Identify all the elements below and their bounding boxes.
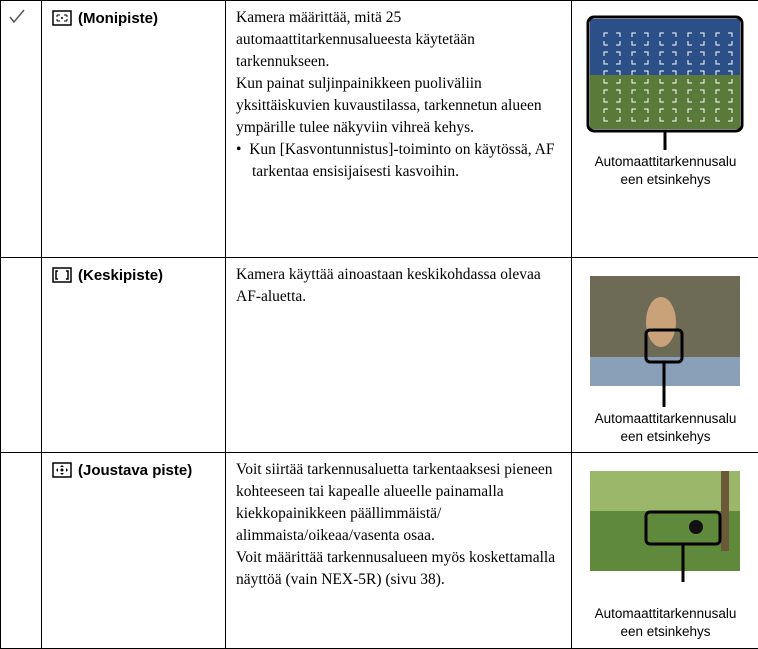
mode-name: (Keskipiste) bbox=[42, 258, 225, 285]
image-caption: Automaattitarkennusalu een etsinkehys bbox=[572, 153, 758, 189]
caption-line: Automaattitarkennusalu bbox=[594, 154, 737, 169]
mode-icon bbox=[52, 462, 72, 478]
check-icon bbox=[9, 9, 25, 24]
example-image bbox=[589, 276, 740, 407]
image-caption: Automaattitarkennusalu een etsinkehys bbox=[572, 605, 758, 641]
name-cell: (Joustava piste) bbox=[41, 452, 226, 649]
table-row: (Monipiste) Kamera määrittää, mitä 25 aut… bbox=[0, 0, 758, 258]
image-caption: Automaattitarkennusalu een etsinkehys bbox=[572, 410, 758, 446]
description-cell: Kamera käyttää ainoastaan keskikohdassa … bbox=[225, 257, 572, 453]
name-cell: (Monipiste) bbox=[41, 0, 226, 258]
caption-line: Automaattitarkennusalu bbox=[594, 606, 737, 621]
image-cell: Automaattitarkennusalu een etsinkehys bbox=[571, 0, 758, 258]
name-cell: (Keskipiste) bbox=[41, 257, 226, 453]
mode-label: (Monipiste) bbox=[78, 10, 158, 27]
mode-label: (Keskipiste) bbox=[78, 267, 164, 284]
paragraph: Voit siirtää tarkennusaluetta tarkentaak… bbox=[236, 461, 553, 544]
mode-icon bbox=[52, 10, 72, 26]
image-cell: Automaattitarkennusalu een etsinkehys bbox=[571, 452, 758, 649]
table-row: (Keskipiste) Kamera käyttää ainoastaan ke… bbox=[0, 257, 758, 453]
check-cell bbox=[0, 257, 42, 453]
image-cell: Automaattitarkennusalu een etsinkehys bbox=[571, 257, 758, 453]
description-cell: Kamera määrittää, mitä 25 automaattitark… bbox=[225, 0, 572, 258]
mode-icon bbox=[52, 267, 72, 283]
paragraph: Kamera määrittää, mitä 25 automaattitark… bbox=[236, 9, 475, 70]
check-cell bbox=[0, 452, 42, 649]
caption-line: een etsinkehys bbox=[620, 172, 711, 187]
description: Kamera käyttää ainoastaan keskikohdassa … bbox=[226, 258, 571, 308]
caption-line: een etsinkehys bbox=[620, 429, 711, 444]
bullet-item: • Kun [Kasvontunnistus]-toiminto on käyt… bbox=[236, 139, 557, 183]
caption-line: een etsinkehys bbox=[620, 624, 711, 639]
example-image bbox=[586, 15, 743, 150]
description: Voit siirtää tarkennusaluetta tarkentaak… bbox=[226, 453, 571, 591]
bullet-mark: • bbox=[236, 141, 250, 158]
mode-name: (Monipiste) bbox=[42, 1, 225, 28]
caption-line: Automaattitarkennusalu bbox=[594, 411, 737, 426]
paragraph: Kun painat suljinpainikkeen puoliväliin … bbox=[236, 75, 542, 136]
mode-name: (Joustava piste) bbox=[42, 453, 225, 480]
check-cell bbox=[0, 0, 42, 258]
description: Kamera määrittää, mitä 25 automaattitark… bbox=[226, 1, 571, 183]
table-row: (Joustava piste) Voit siirtää tarkennusal… bbox=[0, 452, 758, 649]
mode-label: (Joustava piste) bbox=[78, 462, 193, 479]
description-cell: Voit siirtää tarkennusaluetta tarkentaak… bbox=[225, 452, 572, 649]
paragraph: Kamera käyttää ainoastaan keskikohdassa … bbox=[236, 266, 541, 305]
bullet-text: Kun [Kasvontunnistus]-toiminto on käytös… bbox=[249, 141, 555, 180]
paragraph: Voit määrittää tarkennusalueen myös kosk… bbox=[236, 549, 556, 588]
example-image bbox=[589, 471, 740, 582]
